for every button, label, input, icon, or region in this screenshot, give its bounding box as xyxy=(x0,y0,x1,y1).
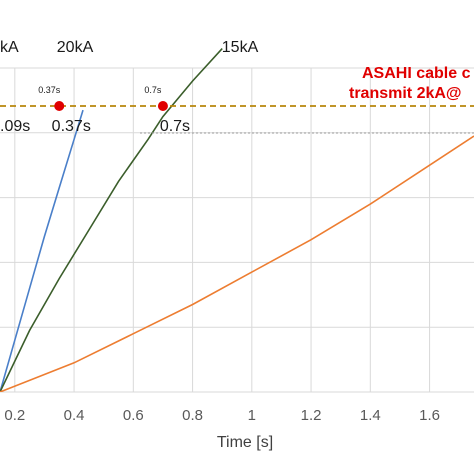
x-tick-label: 0.2 xyxy=(4,407,25,424)
callout-line: transmit 2kA@ xyxy=(349,85,462,102)
series-line-15ka xyxy=(0,48,223,392)
series-layer xyxy=(0,48,474,392)
series-line-20ka xyxy=(0,109,84,392)
marker-small-label: 0.37s xyxy=(38,85,61,95)
marker-label: 0.7s xyxy=(160,118,190,135)
x-tick-labels: 0.2 0.4 0.6 0.8 1 1.2 1.4 1.6 xyxy=(4,407,440,424)
x-axis-title: Time [s] xyxy=(217,434,273,451)
callout-line: ASAHI cable c xyxy=(362,65,471,82)
x-tick-label: 1.4 xyxy=(360,407,381,424)
edge-marker-label: .09s xyxy=(0,118,30,135)
x-tick-label: 0.8 xyxy=(182,407,203,424)
label-layer: 20kA 15kA kA .09s ASAHI cable c transmit 2kA@ xyxy=(0,39,471,135)
grid xyxy=(0,67,474,393)
marker-point xyxy=(54,101,65,111)
series-label-15ka: 15kA xyxy=(222,39,259,56)
marker-label: 0.37s xyxy=(52,118,91,135)
edge-series-label: kA xyxy=(0,39,19,56)
x-tick-label: 1.2 xyxy=(301,407,322,424)
x-tick-label: 1.6 xyxy=(419,407,440,424)
marker-small-label: 0.7s xyxy=(144,85,162,95)
marker-point xyxy=(157,101,168,111)
marker-layer: 0.37s 0.37s 0.7s 0.7s xyxy=(38,85,190,135)
series-label-20ka: 20kA xyxy=(57,39,94,56)
x-tick-label: 1 xyxy=(248,407,256,424)
series-line-orange xyxy=(0,135,474,392)
x-tick-label: 0.6 xyxy=(123,407,144,424)
x-tick-label: 0.4 xyxy=(64,407,85,424)
threshold-layer xyxy=(0,105,474,134)
